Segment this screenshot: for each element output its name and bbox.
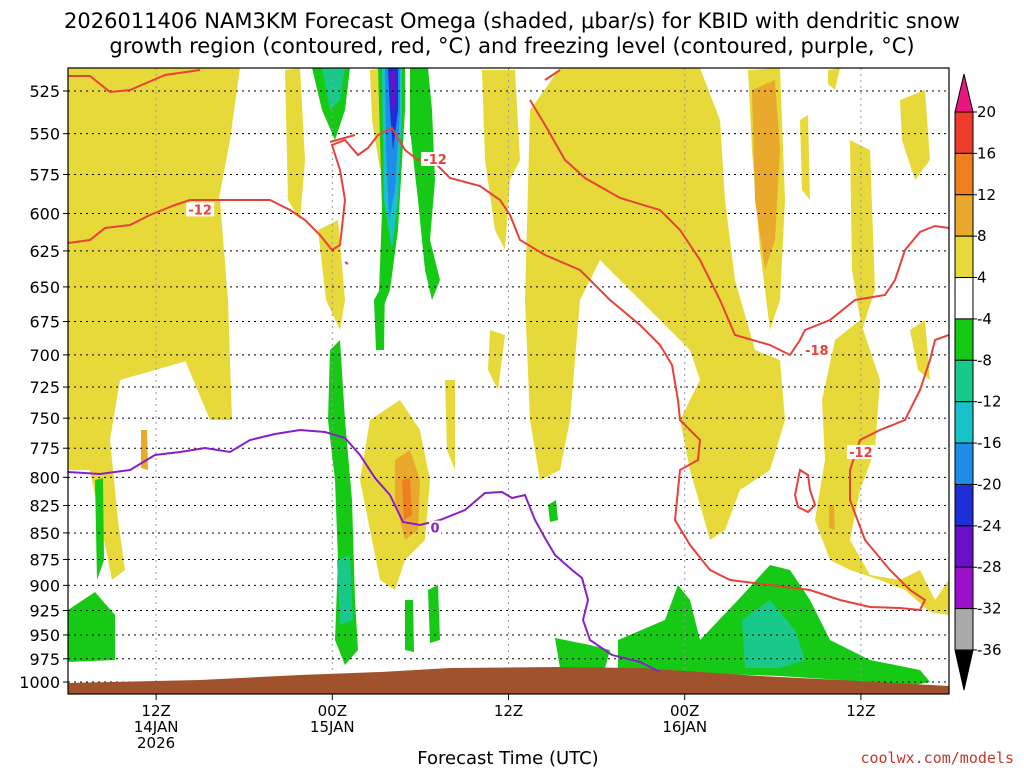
colorbar-label: -32 — [977, 600, 1002, 618]
colorbar-swatch — [954, 152, 974, 196]
dgz-contour-label: -12 — [423, 153, 447, 168]
x-tick-label: 16JAN — [662, 718, 707, 736]
dgz-contour-label-bg — [802, 342, 831, 357]
y-tick-label: 850 — [29, 524, 60, 543]
dgz-contours — [68, 69, 949, 612]
y-tick-label: 925 — [29, 601, 60, 620]
colorbar-label: -28 — [977, 558, 1002, 576]
y-tick-label: 725 — [29, 378, 60, 397]
dgz-contour-label-bg — [846, 444, 875, 459]
y-tick-label: 875 — [29, 551, 60, 570]
colorbar-swatch — [954, 318, 974, 361]
colorbar-label: 16 — [977, 144, 996, 162]
chart-title-line-1: 2026011406 NAM3KM Forecast Omega (shaded… — [64, 9, 960, 33]
y-tick-label: 750 — [29, 409, 60, 428]
y-tick-label: 575 — [29, 165, 60, 184]
colorbar-label: -4 — [977, 310, 992, 328]
colorbar-label: 4 — [977, 269, 987, 287]
x-axis-label: Forecast Time (UTC) — [417, 748, 598, 768]
y-tick-label: 1000 — [19, 673, 60, 692]
x-tick-label: 00Z — [318, 702, 347, 720]
x-tick-label: 14JAN — [134, 718, 179, 736]
colorbar-label: -36 — [977, 641, 1002, 659]
colorbar-label: -8 — [977, 351, 992, 369]
colorbar-swatch — [954, 277, 974, 320]
x-tick-label: 12Z — [141, 702, 170, 720]
colorbar-swatch — [954, 566, 974, 610]
colorbar-swatch — [954, 401, 974, 444]
y-tick-label: 625 — [29, 242, 60, 261]
colorbar-swatch — [954, 608, 974, 651]
x-tick-label: 00Z — [670, 702, 699, 720]
y-tick-label: 525 — [29, 82, 60, 101]
x-tick-label: 12Z — [494, 702, 523, 720]
colorbar-bottom-arrow — [954, 649, 974, 691]
y-axis: 525 550 575 600 625 650 675 700 725 750 775 800 825 8… — [19, 82, 68, 692]
y-tick-label: 900 — [29, 576, 60, 595]
colorbar-swatch — [954, 525, 974, 568]
colorbar-swatch — [954, 483, 974, 527]
colorbar-swatch — [954, 111, 974, 154]
y-tick-label: 675 — [29, 313, 60, 332]
dgz-contour-label: -12 — [188, 203, 212, 218]
terrain-surface — [68, 667, 949, 694]
y-tick-label: 825 — [29, 497, 60, 516]
dgz-contour-label-bg — [186, 202, 215, 217]
colorbar-label: 20 — [977, 103, 996, 121]
chart-title-line-2: growth region (contoured, red, °C) and f… — [109, 34, 914, 58]
contour-labels: -12 -12 -18 -12 0 — [186, 151, 875, 537]
x-tick-label: 15JAN — [310, 718, 355, 736]
credit-text: coolwx.com/models — [860, 749, 1014, 767]
y-tick-label: 550 — [29, 125, 60, 144]
colorbar-swatch — [954, 235, 974, 279]
freezing-contour-label: 0 — [431, 522, 440, 537]
colorbar: 20 16 12 8 4 -4 -8 -12 -16 -20 -24 -28 -32 -36 — [954, 73, 1002, 691]
y-tick-label: 600 — [29, 204, 60, 223]
colorbar-label: -16 — [977, 434, 1002, 452]
y-tick-label: 650 — [29, 278, 60, 297]
dgz-contour-label: -12 — [849, 446, 873, 461]
colorbar-swatch — [954, 194, 974, 237]
plot-area — [68, 68, 949, 694]
colorbar-label: -24 — [977, 517, 1002, 535]
colorbar-swatch — [954, 442, 974, 485]
y-tick-label: 975 — [29, 650, 60, 669]
omega-shading-max — [402, 478, 412, 520]
y-tick-label: 800 — [29, 468, 60, 487]
colorbar-label: -20 — [977, 475, 1002, 493]
colorbar-top-arrow — [954, 73, 974, 113]
colorbar-swatch — [954, 359, 974, 403]
omega-shading-violet — [390, 72, 396, 112]
freezing-contour-label-bg — [429, 520, 442, 535]
colorbar-label: 12 — [977, 186, 996, 204]
omega-shading-teal — [322, 68, 805, 668]
time-gridlines — [155, 68, 862, 694]
colorbar-label: 8 — [977, 227, 987, 245]
dgz-contour-label: -18 — [805, 344, 829, 359]
x-tick-label: 2026 — [137, 734, 175, 752]
colorbar-label: -12 — [977, 393, 1002, 411]
y-tick-label: 700 — [29, 346, 60, 365]
x-tick-label: 12Z — [846, 702, 875, 720]
y-tick-label: 775 — [29, 439, 60, 458]
y-tick-label: 950 — [29, 626, 60, 645]
dgz-contour-label-bg — [421, 151, 450, 166]
